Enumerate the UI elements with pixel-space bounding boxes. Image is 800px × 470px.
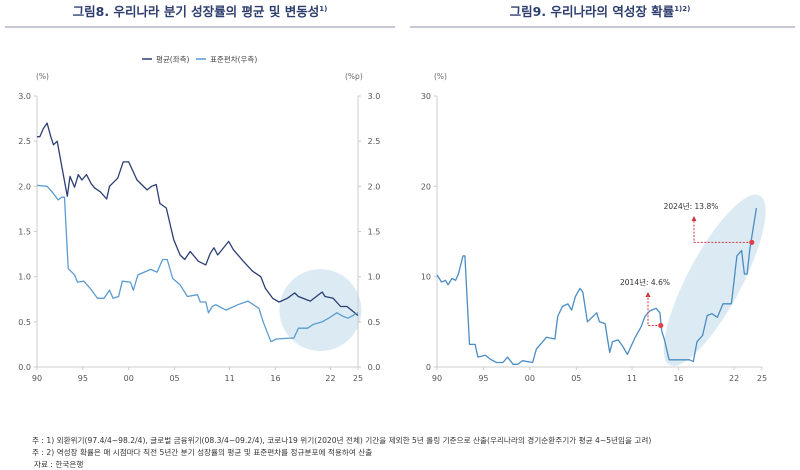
legend-label-std: 표준편차(우측) <box>210 54 257 64</box>
annotation-marker <box>658 322 664 329</box>
chart1-title: 그림8. 우리나라 분기 성장률의 평균 및 변동성1) <box>73 4 328 19</box>
x-tick-label: 90 <box>432 374 442 383</box>
y-tick-label-right: 2.5 <box>368 137 381 146</box>
y-tick-label-left: 20 <box>421 182 431 191</box>
chart1-left-unit: (%) <box>36 72 49 81</box>
x-tick-label: 05 <box>169 374 179 383</box>
y-tick-label-left: 10 <box>421 273 431 282</box>
y-tick-label-right: 1.5 <box>368 228 381 237</box>
annotation-arrow-icon <box>691 216 697 221</box>
x-tick-label: 22 <box>729 374 739 383</box>
x-tick-label: 22 <box>325 374 335 383</box>
annotation-leader <box>693 220 752 243</box>
chart1-legend: 평균(좌측) 표준편차(우측) <box>142 54 257 64</box>
x-tick-label: 11 <box>627 374 637 383</box>
y-tick-label-right: 0.5 <box>368 318 381 327</box>
chart1-plot: 0.0 0.0 0.5 0.5 1.0 1.0 1.5 1.5 2.0 2.0 2.5 2.5 3.0 3… <box>18 92 380 383</box>
x-tick-label: 05 <box>571 374 581 383</box>
annotation-arrow-icon <box>645 292 651 297</box>
x-tick-label: 00 <box>525 374 535 383</box>
x-tick-label: 00 <box>124 374 134 383</box>
y-tick-label-right: 2.0 <box>368 182 381 191</box>
chart2-left-unit: (%) <box>434 72 447 81</box>
y-tick-label-left: 30 <box>421 92 431 101</box>
chart1-right-unit: (%p) <box>345 72 363 81</box>
highlight-circle <box>279 269 362 352</box>
annotation-marker <box>749 239 755 245</box>
footnote-2: 주 : 2) 역성장 확률은 매 시점마다 직전 5년간 분기 성장률의 평균 … <box>32 447 372 457</box>
chart2-plot: 0 10 20 30 90 95 00 05 11 16 22 25 2014년: 4.6% 2024년:… <box>421 92 767 383</box>
y-tick-label-right: 0.0 <box>368 363 381 372</box>
chart2-title: 그림9. 우리나라의 역성장 확률1)2) <box>510 4 691 19</box>
x-tick-label: 25 <box>757 374 767 383</box>
annotation-label: 2024년: 13.8% <box>664 201 719 211</box>
highlight-ellipse <box>663 194 766 366</box>
x-tick-label: 11 <box>225 374 235 383</box>
series-line-std <box>36 184 359 343</box>
y-tick-label-left: 0.0 <box>18 363 31 372</box>
x-tick-label: 95 <box>478 374 488 383</box>
x-tick-label: 95 <box>78 374 88 383</box>
footnote-1: 주 : 1) 외환위기(97.4/4~98.2/4), 글로벌 금융위기(08.… <box>32 435 651 445</box>
y-tick-label-left: 0.5 <box>18 318 31 327</box>
x-tick-label: 25 <box>353 374 363 383</box>
x-tick-label: 90 <box>32 374 42 383</box>
x-tick-label: 16 <box>270 374 280 383</box>
y-tick-label-right: 3.0 <box>368 92 381 101</box>
source-note: 자료 : 한국은행 <box>34 459 83 469</box>
y-tick-label-right: 1.0 <box>368 273 381 282</box>
y-tick-label-left: 1.0 <box>18 273 31 282</box>
y-tick-label-left: 3.0 <box>18 92 31 101</box>
series-line-probability <box>436 207 758 365</box>
annotation-leader <box>647 296 661 326</box>
y-tick-label-left: 1.5 <box>18 228 31 237</box>
x-tick-label: 16 <box>673 374 683 383</box>
y-tick-label-left: 0 <box>426 363 431 372</box>
annotation-label: 2014년: 4.6% <box>620 277 670 287</box>
y-tick-label-left: 2.0 <box>18 182 31 191</box>
legend-label-mean: 평균(좌측) <box>156 54 190 64</box>
series-line-mean <box>37 122 359 317</box>
y-tick-label-left: 2.5 <box>18 137 31 146</box>
